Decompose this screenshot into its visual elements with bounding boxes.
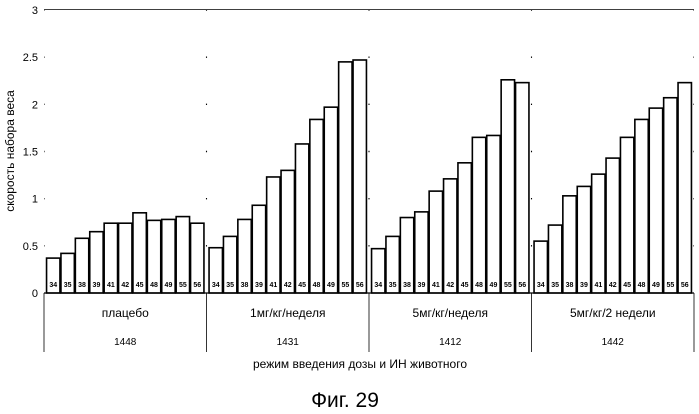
bar-label: 38: [78, 282, 86, 289]
group-name-label: плацебо: [102, 306, 149, 320]
y-tick-label: 2: [32, 99, 38, 111]
bar: [501, 80, 514, 293]
bar-label: 39: [255, 282, 263, 289]
y-tick-label: 2.5: [23, 52, 38, 64]
bar-label: 41: [432, 282, 440, 289]
bar-label: 38: [241, 282, 249, 289]
bar-label: 42: [446, 282, 454, 289]
y-tick-label: 1: [32, 194, 38, 206]
bar: [577, 186, 590, 293]
group-id-label: 1448: [114, 337, 137, 348]
bar-label: 49: [652, 282, 660, 289]
bar-label: 55: [666, 282, 674, 289]
group-labels: плацебо 1448 1мг/кг/неделя 1431 5мг/кг/недел…: [102, 306, 656, 348]
bar-label: 45: [623, 282, 631, 289]
bar: [635, 119, 648, 293]
group-id-label: 1431: [277, 337, 300, 348]
bar: [252, 205, 265, 293]
bar: [444, 179, 457, 293]
bar: [353, 60, 366, 293]
bar: [678, 83, 691, 293]
bar-label: 48: [638, 282, 646, 289]
bar-label: 48: [475, 282, 483, 289]
bar-label: 55: [341, 282, 349, 289]
bar-label: 41: [269, 282, 277, 289]
bar-chart: 0 0.5 1 1.5 2 2.5 3 34 35 38 39 41 42 45 48 49 55 56 34 35…: [0, 0, 699, 414]
bar-label: 42: [284, 282, 292, 289]
x-axis-title: режим введения дозы и ИН животного: [253, 357, 467, 371]
bar: [563, 196, 576, 293]
bar-label: 48: [150, 282, 158, 289]
group-id-label: 1412: [439, 337, 462, 348]
bar-label: 38: [403, 282, 411, 289]
bar: [281, 170, 294, 293]
bar-label: 49: [327, 282, 335, 289]
bar: [267, 177, 280, 293]
y-tick-label: 0: [32, 288, 38, 300]
bar-label: 56: [193, 282, 201, 289]
group-name-label: 5мг/кг/неделя: [413, 306, 488, 320]
y-tick-label: 1.5: [23, 147, 38, 159]
bar-label: 41: [594, 282, 602, 289]
bar-label: 45: [136, 282, 144, 289]
bar: [295, 144, 308, 293]
bar-label: 45: [298, 282, 306, 289]
bar: [620, 137, 633, 293]
bar-label: 49: [165, 282, 173, 289]
bar: [415, 212, 428, 293]
bar: [592, 174, 605, 293]
bar: [339, 62, 352, 293]
group-name-label: 1мг/кг/неделя: [250, 306, 325, 320]
bar-label: 35: [64, 282, 72, 289]
y-tick-label: 3: [32, 5, 38, 17]
group-label-frame: [44, 293, 694, 352]
bar-label: 34: [374, 282, 382, 289]
bar: [458, 163, 471, 293]
bar: [133, 213, 146, 293]
y-axis-ticks: 0 0.5 1 1.5 2 2.5 3: [23, 5, 38, 300]
bar: [606, 158, 619, 293]
bar-label: 49: [490, 282, 498, 289]
bar-label: 42: [121, 282, 129, 289]
bar-label: 42: [609, 282, 617, 289]
bar-label: 55: [179, 282, 187, 289]
bar-label: 35: [389, 282, 397, 289]
bar: [649, 108, 662, 293]
bar-label: 34: [49, 282, 57, 289]
bar-label: 34: [212, 282, 220, 289]
bar-label: 35: [551, 282, 559, 289]
bar: [472, 137, 485, 293]
bar-label: 39: [418, 282, 426, 289]
y-axis-title: скорость набора веса: [3, 90, 17, 212]
group-id-label: 1442: [602, 337, 625, 348]
bar: [516, 83, 529, 293]
bar-label: 41: [107, 282, 115, 289]
bar-label: 34: [537, 282, 545, 289]
bar: [664, 98, 677, 293]
bar-label: 56: [518, 282, 526, 289]
bar-label: 39: [93, 282, 101, 289]
bar-label: 55: [504, 282, 512, 289]
y-tick-label: 0.5: [23, 241, 38, 253]
group-name-label: 5мг/кг/2 недели: [570, 306, 656, 320]
bar: [429, 191, 442, 293]
bar-label: 48: [313, 282, 321, 289]
bar-label: 56: [681, 282, 689, 289]
figure-caption: Фиг. 29: [311, 389, 379, 412]
bar-label: 35: [226, 282, 234, 289]
bar: [324, 107, 337, 293]
bar-label: 45: [461, 282, 469, 289]
bar-label: 38: [566, 282, 574, 289]
bar-label: 56: [356, 282, 364, 289]
bar-label: 39: [580, 282, 588, 289]
bar: [310, 119, 323, 293]
bar: [487, 135, 500, 293]
